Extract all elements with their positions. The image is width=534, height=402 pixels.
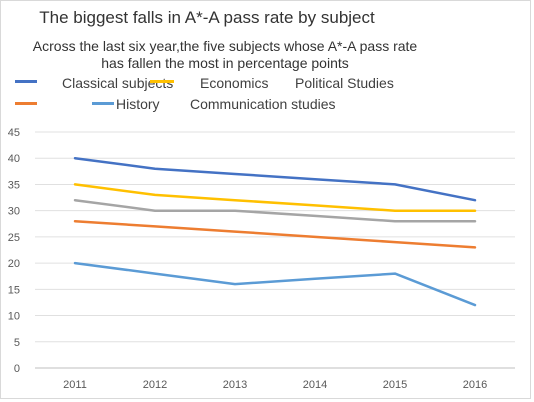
y-tick-label: 40 [8,153,20,165]
x-tick-label: 2012 [143,379,167,391]
y-tick-label: 25 [8,232,20,244]
x-tick-label: 2015 [383,379,407,391]
subtitle-line-2: has fallen the most in percentage points [101,55,349,71]
series-line-history [73,219,477,249]
y-tick-label: 45 [8,127,20,139]
x-tick-label: 2016 [463,379,487,391]
series-line-economics [73,183,477,212]
series-line-political-studies [73,198,477,223]
x-tick-label: 2014 [303,379,327,391]
y-tick-label: 20 [8,258,20,270]
series-line-communication-studies [73,261,477,307]
x-tick-label: 2011 [63,379,87,391]
y-tick-label: 15 [8,284,20,296]
legend-label-history: History [116,96,160,112]
y-tick-label: 30 [8,206,20,218]
y-tick-label: 5 [14,337,20,349]
legend-swatch-history [15,102,37,105]
x-tick-label: 2013 [223,379,247,391]
legend-label-classical: Classical subjects [62,75,174,91]
legend-label-economics: Economics [200,75,269,91]
legend-label-communication: Communication studies [190,96,336,112]
y-tick-label: 10 [8,311,20,323]
y-tick-label: 0 [14,363,20,375]
chart-title: The biggest falls in A*-A pass rate by s… [39,8,375,27]
legend-label-political: Political Studies [295,75,394,91]
y-tick-label: 35 [8,179,20,191]
series-line-classical-subjects [73,156,477,202]
subtitle-line-1: Across the last six year,the five subjec… [32,38,418,54]
legend-swatch-classical [15,80,37,83]
chart-subtitle: Across the last six year,the five subjec… [0,38,450,72]
legend-swatch-economics [150,80,174,83]
legend-swatch-communication [92,102,114,105]
